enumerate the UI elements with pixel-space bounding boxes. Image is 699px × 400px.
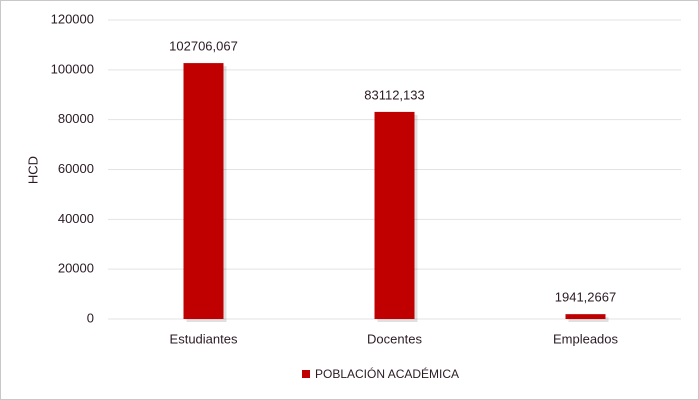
x-tick-label: Estudiantes [170, 331, 238, 346]
y-tick-label: 80000 [58, 111, 94, 126]
bar [374, 111, 415, 320]
y-axis-label: HCD [25, 156, 40, 184]
legend-marker [302, 370, 310, 378]
data-label: 102706,067 [169, 39, 238, 54]
y-tick-label: 20000 [58, 261, 94, 276]
y-tick-label: 0 [87, 310, 94, 325]
bar [183, 63, 224, 320]
data-label: 83112,133 [364, 87, 425, 102]
data-label: 1941,2667 [555, 290, 616, 305]
y-tick-label: 60000 [58, 161, 94, 176]
x-tick-label: Empleados [553, 331, 619, 346]
y-tick-label: 100000 [51, 61, 94, 76]
x-tick-label: Docentes [367, 331, 422, 346]
bar [565, 314, 606, 319]
bar-shadow [568, 317, 609, 322]
y-tick-label: 40000 [58, 211, 94, 226]
legend-label: POBLACIÓN ACADÉMICA [315, 366, 459, 381]
y-tick-label: 120000 [51, 11, 94, 26]
